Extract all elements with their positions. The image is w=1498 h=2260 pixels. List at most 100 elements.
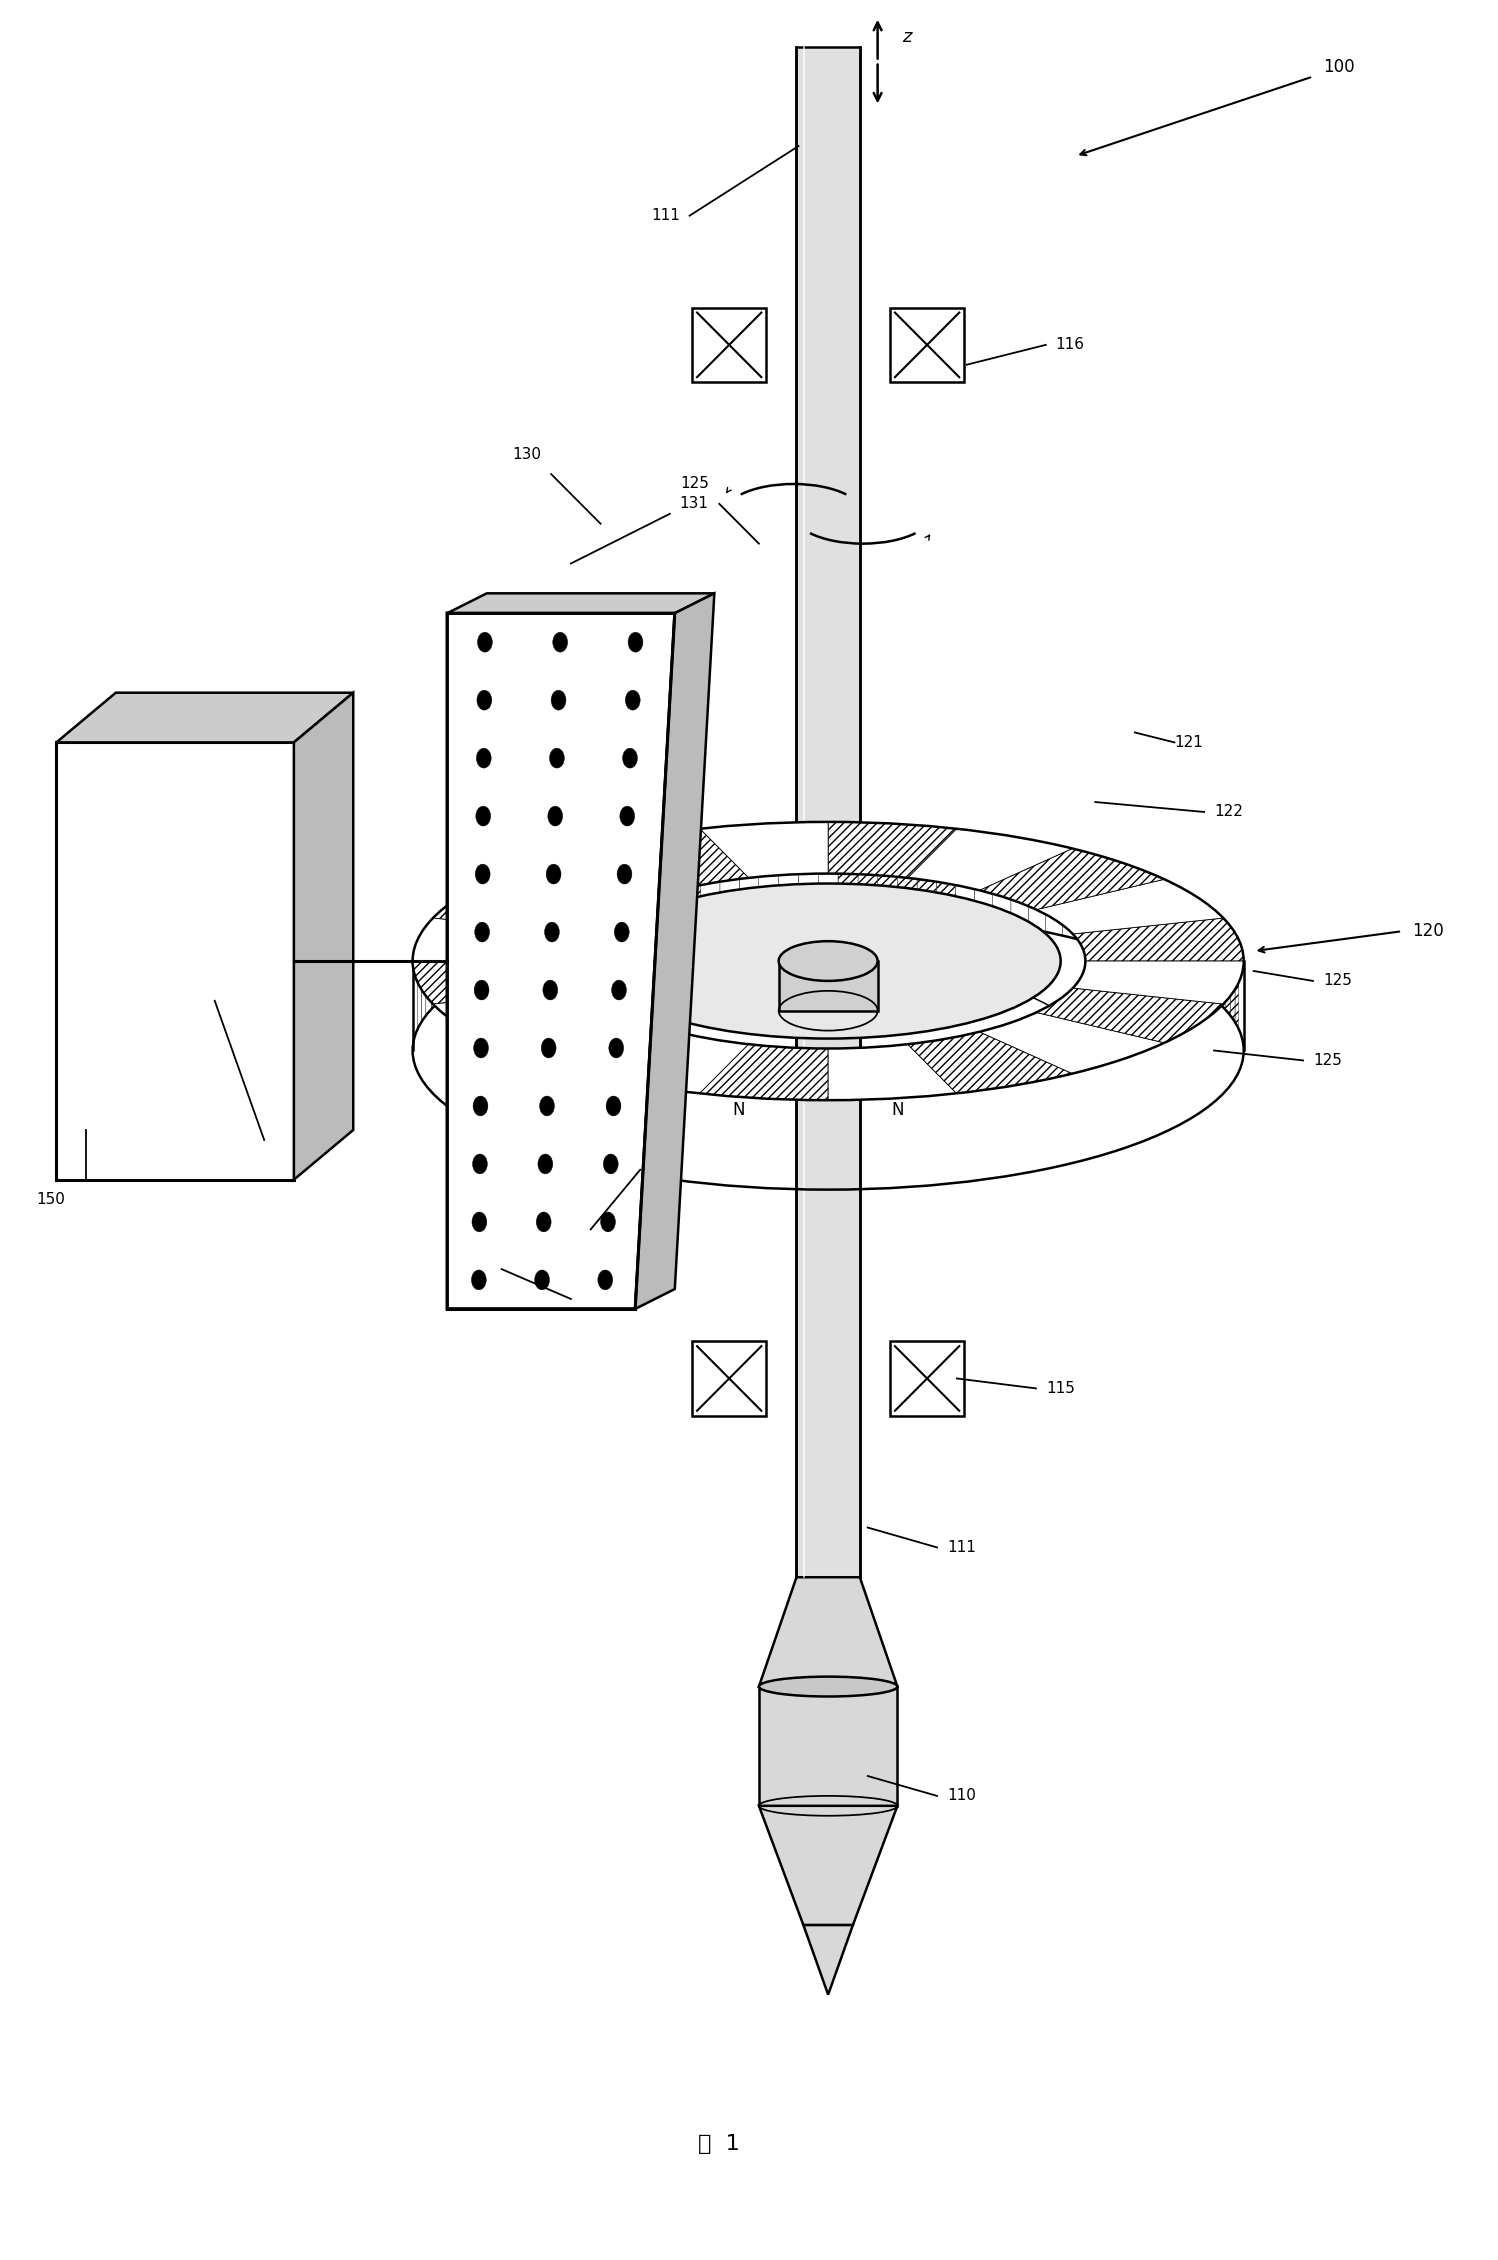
Polygon shape <box>646 834 664 927</box>
Ellipse shape <box>779 940 878 981</box>
Ellipse shape <box>538 1155 553 1173</box>
Text: 125: 125 <box>1323 974 1351 988</box>
Ellipse shape <box>550 748 565 768</box>
Ellipse shape <box>541 1037 556 1058</box>
Ellipse shape <box>535 1270 550 1290</box>
Polygon shape <box>593 843 611 936</box>
Text: 115: 115 <box>1046 1381 1074 1397</box>
Polygon shape <box>1194 895 1203 990</box>
Polygon shape <box>1150 872 1162 967</box>
Ellipse shape <box>542 981 557 999</box>
Ellipse shape <box>472 1270 487 1290</box>
Polygon shape <box>448 612 674 1309</box>
Text: 121: 121 <box>1174 734 1203 750</box>
Ellipse shape <box>478 633 493 653</box>
Text: 120: 120 <box>1413 922 1444 940</box>
Polygon shape <box>611 838 628 931</box>
Ellipse shape <box>539 1096 554 1116</box>
Polygon shape <box>828 1044 957 1101</box>
Text: z: z <box>902 27 912 45</box>
Polygon shape <box>759 1686 897 1806</box>
Text: 100: 100 <box>1323 56 1354 75</box>
Polygon shape <box>936 827 956 918</box>
Polygon shape <box>890 1340 965 1415</box>
Polygon shape <box>682 829 701 920</box>
Polygon shape <box>908 1033 1073 1094</box>
Polygon shape <box>448 594 715 612</box>
Polygon shape <box>1094 854 1109 947</box>
Polygon shape <box>818 823 837 911</box>
Ellipse shape <box>536 1211 551 1232</box>
Polygon shape <box>798 823 818 911</box>
Polygon shape <box>635 594 715 1309</box>
Text: 131: 131 <box>581 1290 610 1306</box>
Ellipse shape <box>607 1096 622 1116</box>
Polygon shape <box>1234 933 1239 1028</box>
Polygon shape <box>1079 850 1094 945</box>
Polygon shape <box>472 884 482 979</box>
Ellipse shape <box>472 1211 487 1232</box>
Polygon shape <box>974 832 993 922</box>
Ellipse shape <box>608 1037 623 1058</box>
Polygon shape <box>578 845 593 940</box>
Text: 125: 125 <box>680 477 710 490</box>
Polygon shape <box>797 47 860 1577</box>
Ellipse shape <box>620 807 635 827</box>
Polygon shape <box>1124 863 1137 958</box>
Polygon shape <box>980 1012 1164 1074</box>
Polygon shape <box>628 836 646 929</box>
Polygon shape <box>491 848 677 909</box>
Polygon shape <box>433 879 620 933</box>
Ellipse shape <box>475 922 490 942</box>
Ellipse shape <box>611 981 626 999</box>
Polygon shape <box>1174 884 1185 979</box>
Polygon shape <box>1046 843 1062 936</box>
Ellipse shape <box>476 807 491 827</box>
Ellipse shape <box>596 884 1061 1040</box>
Polygon shape <box>700 823 828 877</box>
Polygon shape <box>837 823 858 911</box>
Polygon shape <box>721 825 739 915</box>
Polygon shape <box>520 863 533 958</box>
Ellipse shape <box>551 689 566 710</box>
Polygon shape <box>1137 868 1150 963</box>
Polygon shape <box>584 1033 749 1094</box>
Polygon shape <box>1230 927 1234 1022</box>
Ellipse shape <box>544 922 559 942</box>
Polygon shape <box>431 913 437 1010</box>
Polygon shape <box>759 1806 897 1926</box>
Polygon shape <box>547 854 562 947</box>
Polygon shape <box>1162 879 1174 974</box>
Ellipse shape <box>598 1270 613 1290</box>
Polygon shape <box>461 890 472 985</box>
Polygon shape <box>956 829 974 920</box>
Ellipse shape <box>628 633 643 653</box>
Ellipse shape <box>604 1155 619 1173</box>
Text: 151: 151 <box>259 1162 289 1177</box>
Polygon shape <box>1037 988 1224 1042</box>
Ellipse shape <box>476 748 491 768</box>
Polygon shape <box>890 307 965 382</box>
Polygon shape <box>425 920 431 1015</box>
Polygon shape <box>533 859 547 954</box>
Polygon shape <box>1212 906 1219 1003</box>
Polygon shape <box>759 823 779 913</box>
Polygon shape <box>437 906 445 1003</box>
Polygon shape <box>908 829 1073 890</box>
Polygon shape <box>452 895 461 990</box>
Polygon shape <box>412 960 584 1003</box>
Ellipse shape <box>473 1096 488 1116</box>
Polygon shape <box>700 1044 828 1101</box>
Ellipse shape <box>548 807 563 827</box>
Polygon shape <box>980 848 1164 909</box>
Text: S: S <box>813 1130 824 1148</box>
Polygon shape <box>57 694 354 741</box>
Polygon shape <box>759 1577 897 1686</box>
Polygon shape <box>701 827 721 918</box>
Polygon shape <box>878 823 897 913</box>
Polygon shape <box>1073 918 1243 960</box>
Polygon shape <box>494 872 506 967</box>
Polygon shape <box>1029 838 1046 931</box>
Polygon shape <box>433 988 620 1042</box>
Text: 111: 111 <box>947 1539 975 1555</box>
